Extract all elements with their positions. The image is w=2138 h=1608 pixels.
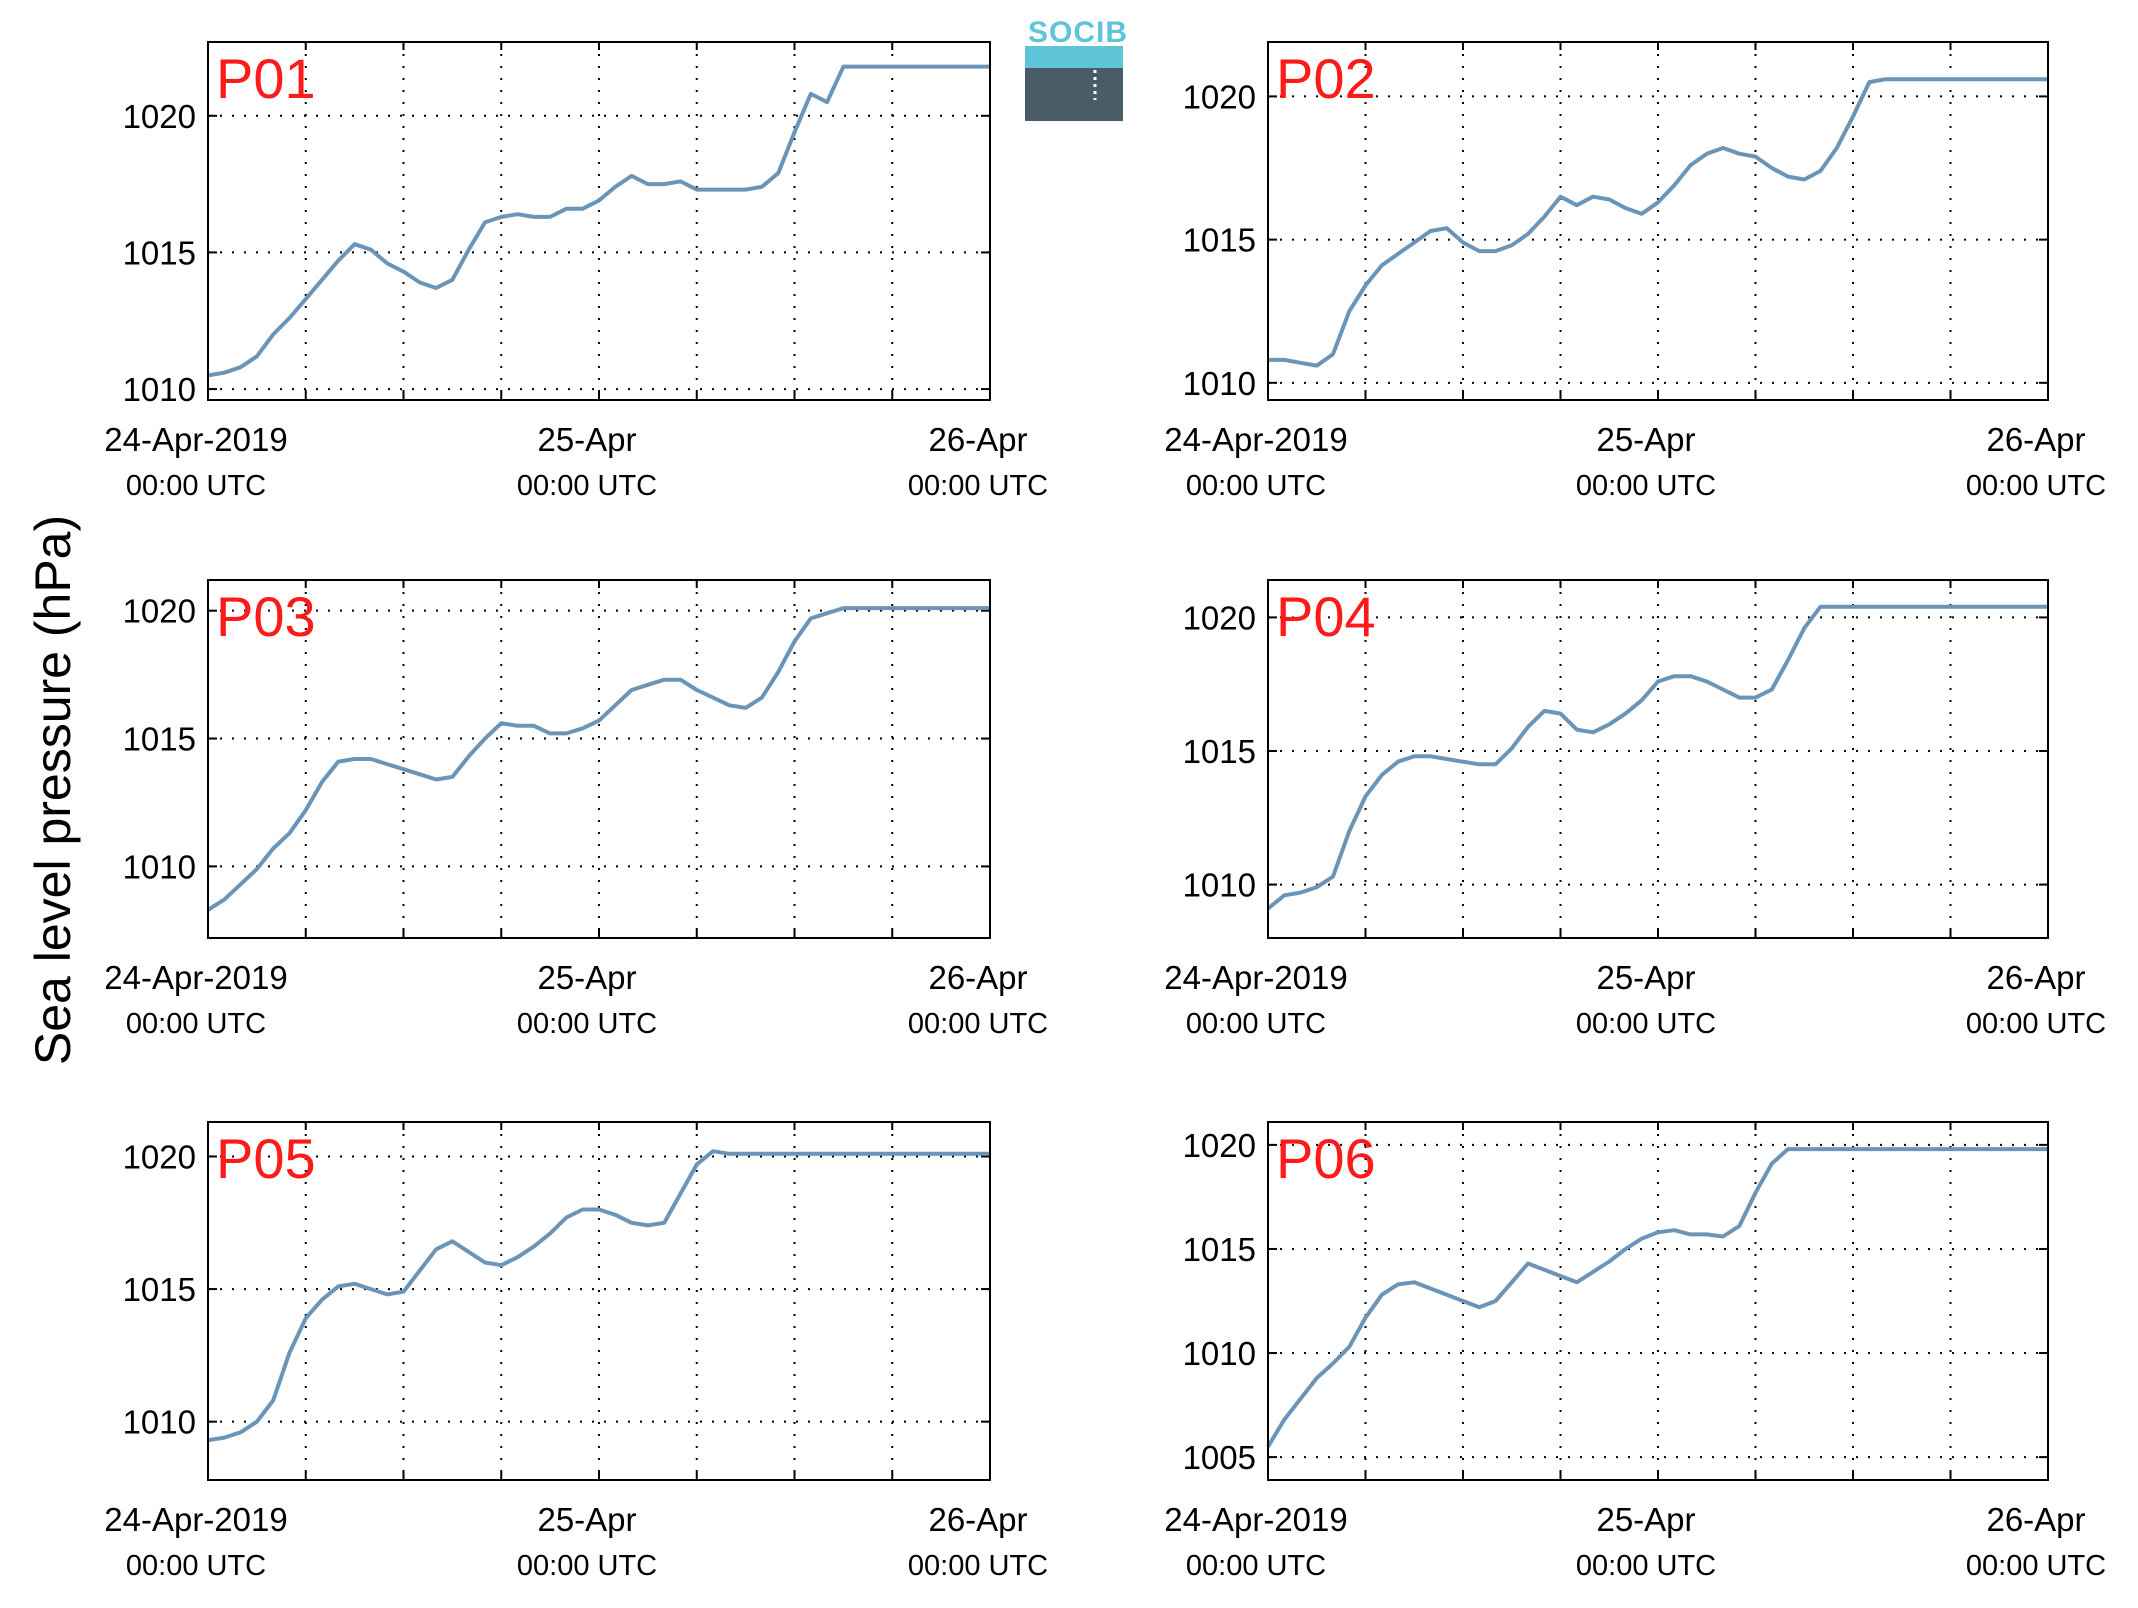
x-tick-sublabel: 00:00 UTC	[908, 470, 1048, 502]
panel-title: P05	[216, 1127, 316, 1190]
x-tick-label: 24-Apr-2019	[104, 421, 287, 458]
x-tick-label: 25-Apr	[537, 421, 636, 458]
x-tick-label: 24-Apr-2019	[1164, 1501, 1347, 1538]
x-tick-label: 24-Apr-2019	[104, 959, 287, 996]
axes-frame	[207, 579, 991, 939]
y-tick-label: 1010	[123, 371, 196, 408]
panel-title: P04	[1276, 585, 1376, 648]
y-tick-label: 1015	[1183, 1231, 1256, 1268]
y-tick-label: 1015	[123, 234, 196, 271]
panel-title: P02	[1276, 47, 1376, 110]
y-tick-label: 1010	[1183, 1335, 1256, 1372]
x-tick-label: 26-Apr	[1986, 959, 2085, 996]
figure-ylabel: Sea level pressure (hPa)	[25, 515, 81, 1065]
panel-p01: 1010 1015 1020 24-Apr-2019 00:00 UTC 25-Apr 00…	[104, 41, 1048, 502]
series-line	[207, 1149, 990, 1443]
x-tick-sublabel: 00:00 UTC	[517, 1550, 657, 1582]
y-tick-label: 1015	[123, 721, 196, 758]
series-line	[1266, 1147, 2048, 1448]
panel-p04: 1010 1015 1020 24-Apr-2019 00:00 UTC 25-Apr 00…	[1164, 579, 2106, 1040]
x-tick-sublabel: 00:00 UTC	[126, 470, 266, 502]
y-tick-label: 1010	[1183, 867, 1256, 904]
panel-title: P06	[1276, 1127, 1376, 1190]
x-tick-label: 26-Apr	[928, 1501, 1027, 1538]
y-tick-label: 1020	[123, 1138, 196, 1175]
x-tick-sublabel: 00:00 UTC	[1576, 1008, 1716, 1040]
x-tick-sublabel: 00:00 UTC	[517, 1008, 657, 1040]
x-tick-sublabel: 00:00 UTC	[1186, 1008, 1326, 1040]
axes-frame	[207, 1121, 991, 1481]
y-tick-label: 1010	[123, 848, 196, 885]
x-tick-sublabel: 00:00 UTC	[1966, 470, 2106, 502]
y-tick-label: 1005	[1183, 1439, 1256, 1476]
axes-frame	[1267, 1121, 2049, 1481]
series-line	[1266, 604, 2048, 911]
x-tick-sublabel: 00:00 UTC	[1966, 1008, 2106, 1040]
x-tick-label: 24-Apr-2019	[1164, 959, 1347, 996]
logo-text: SOCIB	[1028, 16, 1128, 49]
x-tick-label: 26-Apr	[928, 959, 1027, 996]
y-tick-label: 1020	[123, 593, 196, 630]
x-tick-sublabel: 00:00 UTC	[1576, 1550, 1716, 1582]
x-tick-label: 25-Apr	[537, 1501, 636, 1538]
x-tick-label: 25-Apr	[537, 959, 636, 996]
x-tick-label: 25-Apr	[1596, 959, 1695, 996]
y-tick-label: 1015	[123, 1271, 196, 1308]
x-tick-label: 25-Apr	[1596, 1501, 1695, 1538]
axes-frame	[1267, 579, 2049, 939]
x-tick-sublabel: 00:00 UTC	[1966, 1550, 2106, 1582]
y-tick-label: 1015	[1183, 733, 1256, 770]
panel-title: P03	[216, 585, 316, 648]
panel-p06: 1005 1010 1015 1020 24-Apr-2019 00:00 UTC 25-A…	[1164, 1121, 2106, 1582]
x-tick-sublabel: 00:00 UTC	[517, 470, 657, 502]
x-tick-label: 24-Apr-2019	[104, 1501, 287, 1538]
x-tick-sublabel: 00:00 UTC	[126, 1008, 266, 1040]
axes-frame	[207, 41, 991, 401]
y-tick-label: 1020	[1183, 599, 1256, 636]
panel-p02: 1010 1015 1020 24-Apr-2019 00:00 UTC 25-Apr 00…	[1164, 41, 2106, 502]
x-tick-label: 26-Apr	[1986, 1501, 2085, 1538]
series-line	[206, 606, 990, 912]
x-tick-sublabel: 00:00 UTC	[908, 1550, 1048, 1582]
x-tick-sublabel: 00:00 UTC	[1186, 1550, 1326, 1582]
y-tick-label: 1020	[1183, 1127, 1256, 1164]
series-line	[1268, 77, 2048, 368]
series-line	[207, 64, 990, 378]
y-tick-label: 1020	[123, 98, 196, 135]
x-tick-label: 26-Apr	[1986, 421, 2085, 458]
socib-logo: SOCIB	[1025, 16, 1128, 121]
axes-frame	[1267, 41, 2049, 401]
y-tick-label: 1015	[1183, 222, 1256, 259]
x-tick-sublabel: 00:00 UTC	[126, 1550, 266, 1582]
x-tick-label: 26-Apr	[928, 421, 1027, 458]
panel-p03: 1010 1015 1020 24-Apr-2019 00:00 UTC 25-Apr 00…	[104, 579, 1048, 1040]
y-tick-label: 1010	[123, 1404, 196, 1441]
panel-title: P01	[216, 47, 316, 110]
panel-p05: 1010 1015 1020 24-Apr-2019 00:00 UTC 25-Apr 00…	[104, 1121, 1048, 1582]
y-tick-label: 1020	[1183, 78, 1256, 115]
x-tick-sublabel: 00:00 UTC	[1186, 470, 1326, 502]
y-tick-label: 1010	[1183, 365, 1256, 402]
x-tick-label: 25-Apr	[1596, 421, 1695, 458]
x-tick-sublabel: 00:00 UTC	[1576, 470, 1716, 502]
x-tick-label: 24-Apr-2019	[1164, 421, 1347, 458]
x-tick-sublabel: 00:00 UTC	[908, 1008, 1048, 1040]
logo-wave	[1025, 46, 1123, 68]
